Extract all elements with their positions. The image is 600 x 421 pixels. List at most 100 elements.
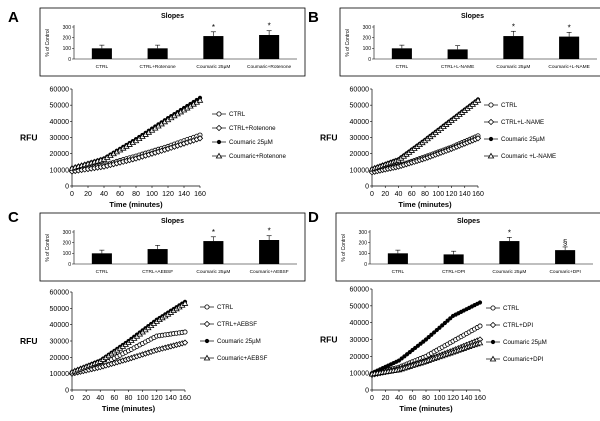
bar-y-tick-label: 100: [363, 46, 372, 52]
data-point: [445, 318, 450, 323]
data-point: [432, 330, 437, 335]
bar-y-tick-label: 200: [63, 240, 72, 246]
slopes-bar-chart: Slopes % of Control 0 100 200 300 CTRL CTRL+DPI…: [335, 212, 600, 282]
bar: [555, 250, 576, 264]
data-point: [426, 335, 431, 340]
bar-y-tick-label: 200: [359, 240, 368, 246]
significance-marker: *: [508, 228, 511, 237]
bar-y-tick-label: 0: [368, 57, 371, 63]
legend-label: Coumaric 25µM: [503, 339, 547, 346]
panel-letter: B: [308, 9, 319, 26]
line-x-tick-label: 60: [110, 395, 118, 402]
legend: CTRL CTRL+L-NAME Coumaric 25µM Coumaric +L-…: [484, 102, 556, 160]
bar-y-tick-label: 100: [359, 251, 368, 257]
line-y-label: RFU: [320, 133, 337, 143]
line-x-tick-label: 120: [162, 191, 174, 198]
line-y-tick-label: 20000: [350, 151, 370, 158]
legend-label: CTRL+L-NAME: [501, 119, 544, 126]
bar-y-tick-label: 200: [363, 35, 372, 41]
bar-y-tick-label: 300: [363, 25, 372, 31]
line-y-tick-label: 30000: [50, 135, 70, 142]
line-y-label: RFU: [320, 335, 337, 345]
line-x-tick-label: 60: [409, 395, 417, 402]
bar-y-label: % of Control: [345, 29, 351, 57]
line-x-tick-label: 0: [370, 191, 374, 198]
line-x-tick-label: 80: [125, 395, 133, 402]
rfu-line-chart: 0 10000 20000 30000 40000 50000 60000 0 20 40 60 80…: [320, 87, 556, 210]
line-y-tick-label: 60000: [50, 87, 70, 94]
line-x-tick-label: 80: [422, 395, 430, 402]
data-point: [434, 327, 439, 333]
line-y-tick-label: 60000: [350, 87, 370, 94]
bar-chart-frame: [335, 212, 600, 282]
data-point: [474, 135, 482, 142]
bar-y-tick-label: 100: [63, 251, 72, 257]
line-x-tick-label: 0: [370, 395, 374, 402]
legend-marker: [216, 139, 222, 145]
bar-chart-title: Slopes: [457, 218, 480, 225]
legend-marker: [216, 111, 222, 117]
data-point: [196, 135, 204, 142]
series-1: [68, 339, 189, 377]
data-point: [474, 96, 482, 103]
line-y-tick-label: 40000: [350, 119, 370, 126]
line-x-tick-label: 140: [165, 395, 177, 402]
bar-y-tick-label: 0: [68, 262, 71, 268]
bar: [259, 240, 280, 264]
bar: [91, 253, 112, 264]
bar-category-label: Coumaric+Rotenone: [247, 64, 291, 70]
line-x-tick-label: 20: [82, 395, 90, 402]
bar: [147, 249, 168, 264]
line-y-tick-label: 30000: [350, 337, 370, 344]
line-x-tick-label: 100: [432, 191, 444, 198]
line-y-tick-label: 50000: [350, 103, 370, 110]
data-point: [476, 339, 484, 346]
slopes-bar-chart: Slopes % of Control 0 100 200 300 CTRL CTRL+L-N…: [339, 7, 600, 77]
data-point: [196, 96, 204, 103]
bar-category-label: CTRL: [396, 64, 409, 70]
line-y-tick-label: 10000: [50, 371, 70, 378]
legend-label: Coumaric 25µM: [229, 139, 273, 146]
line-x-tick-label: 140: [459, 191, 471, 198]
series-1: [68, 135, 204, 175]
panel-letter: A: [8, 9, 19, 26]
series-2: [369, 300, 483, 376]
rfu-line-chart: 0 10000 20000 30000 40000 50000 60000 0 20 40 60 80…: [20, 87, 286, 210]
bar-category-label: CTRL+Rotenone: [140, 64, 176, 70]
series-3: [368, 339, 484, 377]
data-point: [182, 329, 188, 335]
line-x-tick-label: 160: [474, 395, 486, 402]
legend-marker: [204, 304, 210, 310]
line-x-tick-label: 40: [96, 395, 104, 402]
line-x-tick-label: 140: [461, 395, 473, 402]
legend-marker: [487, 152, 495, 159]
bar-category-label: Coumaric 25µM: [492, 269, 526, 275]
bar-category-label: Coumaric 25µM: [496, 64, 530, 70]
line-x-label: Time (minutes): [102, 404, 156, 413]
line-x-tick-label: 160: [472, 191, 484, 198]
bar-y-tick-label: 200: [63, 35, 72, 41]
significance-marker: *: [568, 23, 571, 32]
panel-letter: C: [8, 209, 19, 226]
line-y-tick-label: 20000: [350, 354, 370, 361]
data-point: [437, 325, 442, 330]
bar: [203, 241, 224, 264]
series-3: [68, 300, 189, 375]
line-y-label: RFU: [20, 336, 37, 346]
bar-category-label: CTRL+AEBSF: [142, 269, 173, 275]
legend: CTRL CTRL+Rotenone Coumaric 25µM Coumaric+R…: [212, 111, 286, 160]
data-point: [181, 300, 189, 306]
data-point: [440, 323, 445, 328]
legend-label: CTRL+AEBSF: [217, 321, 257, 328]
line-y-tick-label: 10000: [350, 371, 370, 378]
bar: [203, 36, 224, 59]
bar-category-label: Coumaric 25µM: [196, 64, 230, 70]
legend-marker: [215, 124, 223, 132]
legend-label: CTRL: [503, 305, 520, 312]
line-x-tick-label: 100: [146, 191, 158, 198]
bar-y-tick-label: 300: [359, 230, 368, 236]
bar-y-tick-label: 100: [63, 46, 72, 52]
legend-marker: [204, 338, 210, 344]
legend-label: Coumaric +L-NAME: [501, 153, 556, 160]
legend-marker: [203, 354, 211, 361]
